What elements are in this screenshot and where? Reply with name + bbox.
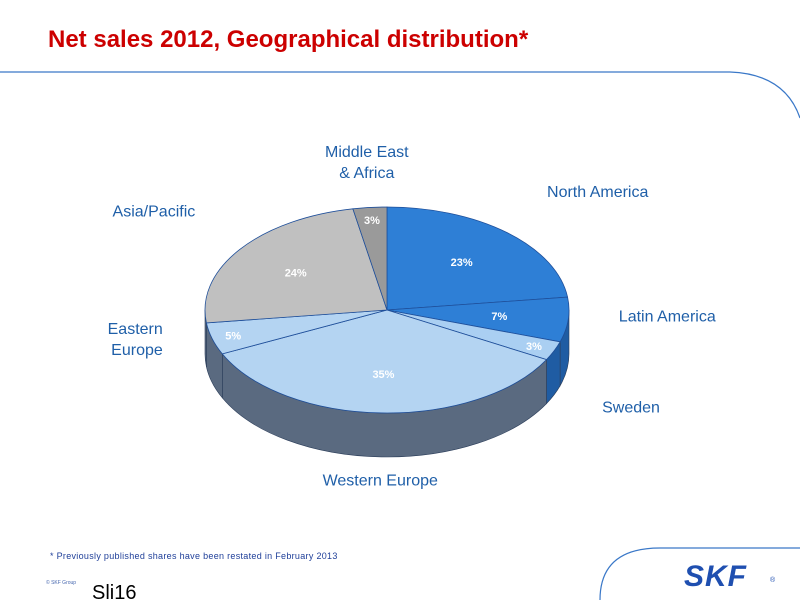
pie-slices xyxy=(204,206,570,414)
svg-text:SKF: SKF xyxy=(684,560,747,590)
pie-category-label: Sweden xyxy=(602,399,660,416)
pie-category-labels: North America Latin America Sweden Western … xyxy=(108,144,716,489)
pie-category-label: Middle East & Africa xyxy=(325,144,409,182)
slide-number: Sli16 xyxy=(92,582,137,604)
pie-value-label: 24% xyxy=(285,267,307,279)
pie-category-label: Asia/Pacific xyxy=(113,204,196,221)
pie-slice-western-europe xyxy=(221,309,548,414)
pie-value-label: 23% xyxy=(451,257,473,269)
svg-text:®: ® xyxy=(770,576,776,584)
pie-slice-asia-pacific xyxy=(204,208,388,324)
pie-value-label: 5% xyxy=(225,330,241,342)
pie-category-label: Latin America xyxy=(619,308,716,325)
pie-value-label: 7% xyxy=(491,311,507,323)
pie-value-label: 3% xyxy=(526,341,542,353)
pie-category-label: North America xyxy=(547,184,648,201)
pie-value-label: 3% xyxy=(364,215,380,227)
pie-category-label: Eastern Europe xyxy=(108,321,163,359)
skf-logo: SKF ® xyxy=(684,560,776,590)
copyright-text: © SKF Group xyxy=(46,580,77,586)
pie-value-labels: 23% 7% 3% 35% 5% 24% 3% xyxy=(225,215,542,381)
pie-value-label: 35% xyxy=(372,369,394,381)
pie-slice-middle-east-africa xyxy=(352,206,388,311)
pie-category-label: Western Europe xyxy=(323,472,438,489)
footnote: * Previously published shares have been … xyxy=(50,551,338,561)
page-title: Net sales 2012, Geographical distributio… xyxy=(48,26,529,53)
pie-slice-north-america xyxy=(386,206,569,311)
pie-sides xyxy=(204,309,570,458)
